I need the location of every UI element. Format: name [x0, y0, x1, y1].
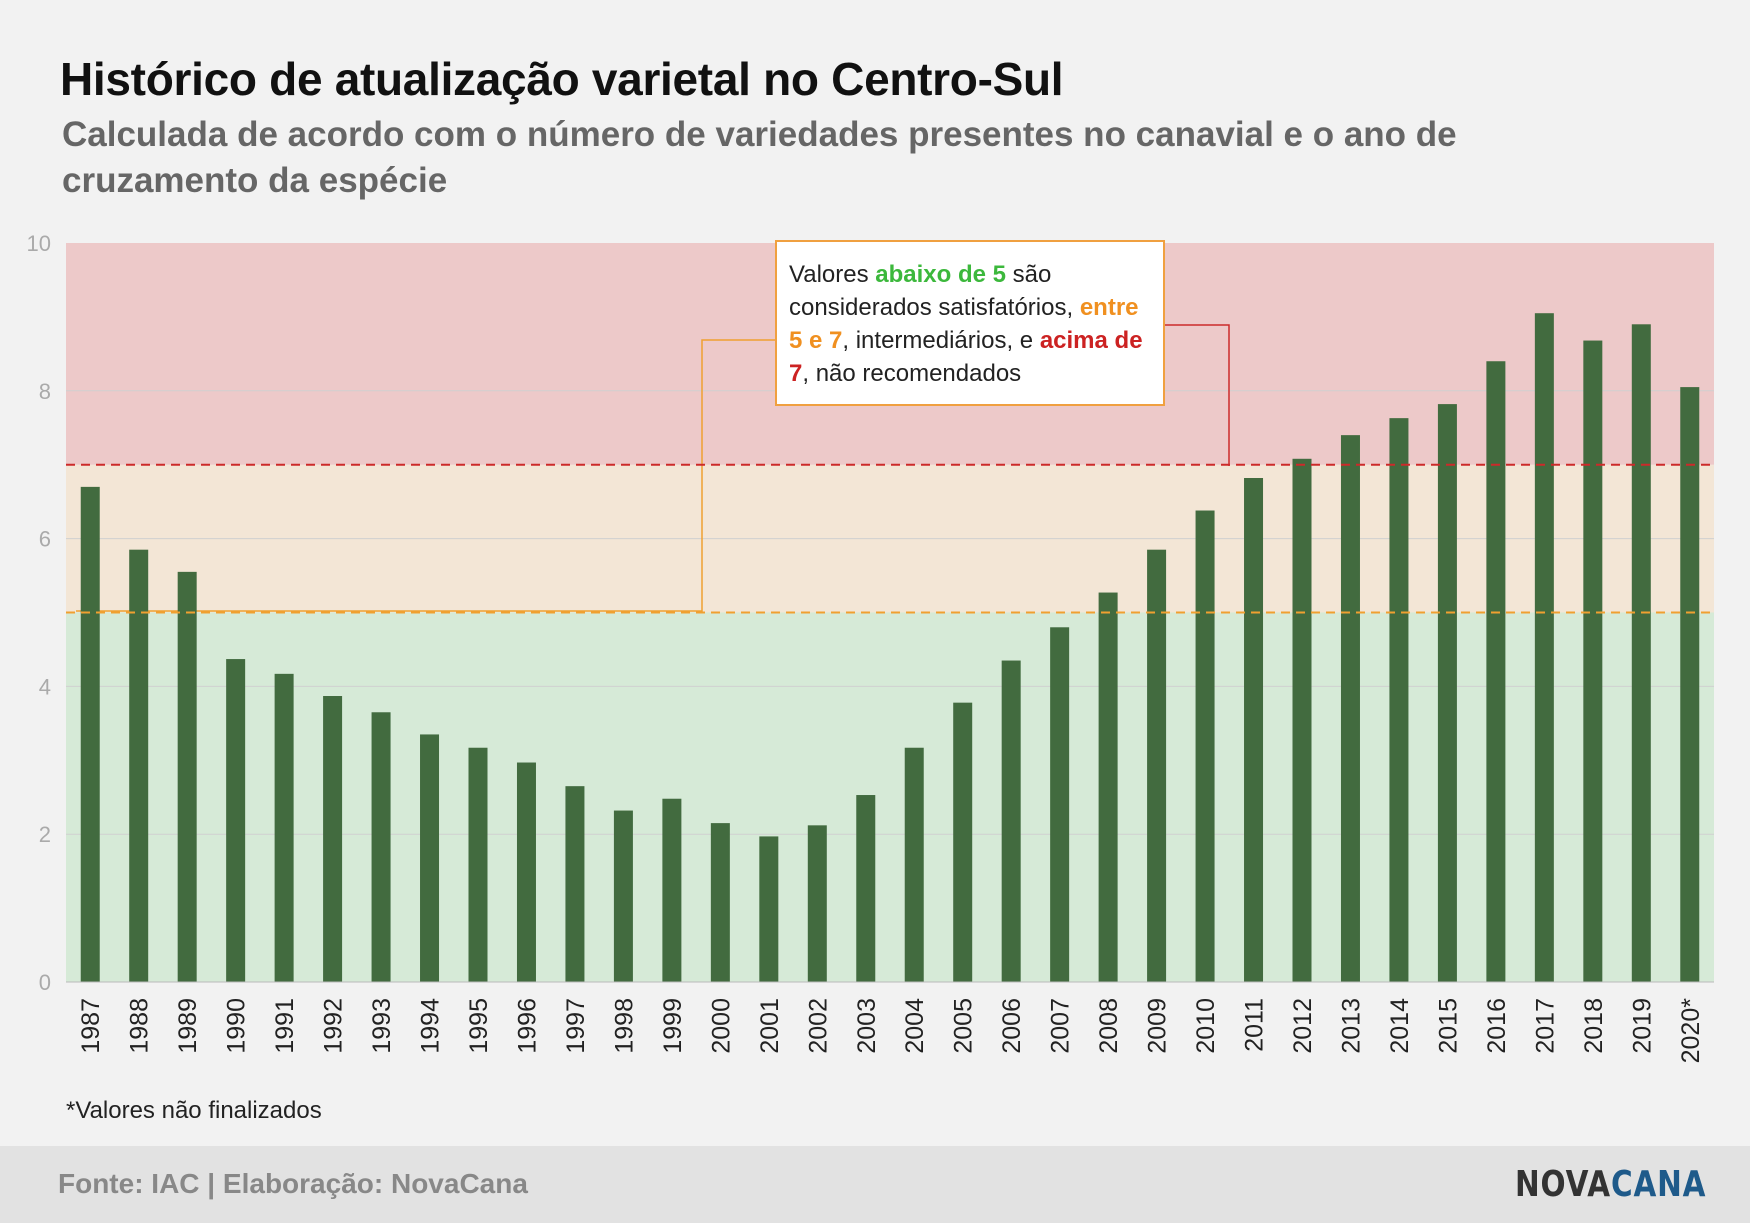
bar [177, 571, 197, 982]
callout-text-2: são considerados satisfatórios, [789, 261, 1080, 321]
bar [1098, 592, 1118, 982]
bar [662, 798, 682, 982]
x-tick-label: 2007 [1047, 998, 1075, 1054]
y-tick-label: 4 [39, 674, 51, 699]
chart-subtitle: Calculada de acordo com o número de vari… [62, 115, 1457, 200]
x-tick-label: 2010 [1192, 998, 1220, 1054]
x-tick-label: 2008 [1095, 998, 1123, 1054]
bar [420, 734, 440, 982]
x-tick-label: 1994 [417, 998, 445, 1054]
y-tick-label: 2 [39, 822, 51, 847]
bar [1534, 313, 1554, 983]
bar [1244, 478, 1264, 982]
bar [1001, 660, 1021, 982]
y-tick-label: 0 [39, 970, 51, 995]
x-tick-label: 1988 [126, 998, 154, 1054]
bar [856, 795, 876, 982]
bar [323, 696, 343, 982]
x-tick-label: 1997 [562, 998, 590, 1054]
bar [274, 673, 294, 982]
x-tick-label: 2020* [1677, 998, 1705, 1064]
footnote: *Valores não finalizados [66, 1097, 322, 1124]
y-tick-label: 6 [39, 527, 51, 552]
bar-chart: 0 2 4 6 8 10 1987 1988 1989 1990 1991 1992 1993 1994 1… [27, 231, 1714, 1064]
x-tick-label: 2018 [1580, 998, 1608, 1054]
logo-part-nova: NOVA [1514, 1164, 1611, 1205]
x-tick-label: 2006 [998, 998, 1026, 1054]
bar [226, 659, 246, 982]
bar [468, 747, 488, 982]
bar [953, 702, 973, 982]
y-tick-label: 8 [39, 379, 51, 404]
y-tick-label: 10 [27, 231, 51, 256]
bar [710, 823, 730, 982]
bar [1050, 627, 1070, 982]
x-tick-label: 2001 [756, 998, 784, 1054]
bar [516, 762, 536, 982]
bar [129, 549, 149, 982]
source-credit: Fonte: IAC | Elaboração: NovaCana [58, 1168, 528, 1199]
x-tick-label: 2003 [853, 998, 881, 1054]
bar [759, 836, 779, 982]
x-tick-label: 1991 [271, 998, 299, 1054]
x-tick-label: 2002 [804, 998, 832, 1054]
x-tick-label: 2019 [1628, 998, 1656, 1054]
logo-part-cana: CANA [1610, 1164, 1706, 1205]
callout-text-1: Valores [789, 261, 876, 288]
x-tick-label: 2015 [1434, 998, 1462, 1054]
callout-connector-orange [76, 339, 775, 612]
threshold-callout: Valores abaixo de 5 são considerados sat… [775, 240, 1165, 406]
x-tick-label: 2014 [1386, 998, 1414, 1054]
bar [1437, 404, 1457, 982]
x-tick-label: 2005 [950, 998, 978, 1054]
zone-satisfactory [66, 612, 1714, 982]
x-tick-label: 2017 [1531, 998, 1559, 1054]
x-tick-label: 2009 [1144, 998, 1172, 1054]
x-tick-label: 1999 [659, 998, 687, 1054]
x-tick-label: 1990 [223, 998, 251, 1054]
x-tick-label: 1995 [465, 998, 493, 1054]
x-tick-label: 1993 [368, 998, 396, 1054]
callout-connector-red [1165, 324, 1230, 466]
callout-highlight-intermediate: entre 5 e 7 [789, 294, 1139, 354]
bar [1195, 510, 1215, 982]
bar [613, 810, 633, 982]
callout-highlight-satisfactory: abaixo de 5 [875, 261, 1006, 288]
x-tick-label: 1998 [610, 998, 638, 1054]
novacana-logo: NOVACANA [1515, 1164, 1706, 1205]
x-tick-label: 1989 [174, 998, 202, 1054]
x-tick-label: 2011 [1241, 998, 1269, 1052]
x-tick-label: 2013 [1337, 998, 1365, 1054]
bar [807, 825, 827, 982]
bar [1340, 435, 1360, 982]
x-tick-label: 2012 [1289, 998, 1317, 1054]
callout-text-4: , não recomendados [802, 360, 1022, 387]
x-tick-label: 1987 [77, 998, 105, 1054]
bar [1389, 418, 1409, 982]
chart-title: Histórico de atualização varietal no Cen… [60, 53, 1064, 105]
bar [1147, 549, 1167, 982]
bar [80, 486, 100, 982]
x-tick-label: 2000 [707, 998, 735, 1054]
footer-bar: Fonte: IAC | Elaboração: NovaCana NOVACA… [0, 1146, 1750, 1223]
callout-highlight-not-recommended: acima de 7 [789, 327, 1143, 387]
bar [1292, 458, 1312, 983]
x-tick-label: 2004 [901, 998, 929, 1054]
x-tick-label: 2016 [1483, 998, 1511, 1054]
bar [1583, 340, 1603, 983]
callout-text-3: , intermediários, e [842, 327, 1040, 354]
bar [565, 786, 585, 982]
bar [1486, 361, 1506, 982]
x-tick-label: 1996 [513, 998, 541, 1054]
bar [1680, 387, 1700, 983]
bar [904, 747, 924, 982]
bar [1631, 324, 1651, 982]
bar [371, 712, 391, 982]
x-tick-label: 1992 [320, 998, 348, 1054]
